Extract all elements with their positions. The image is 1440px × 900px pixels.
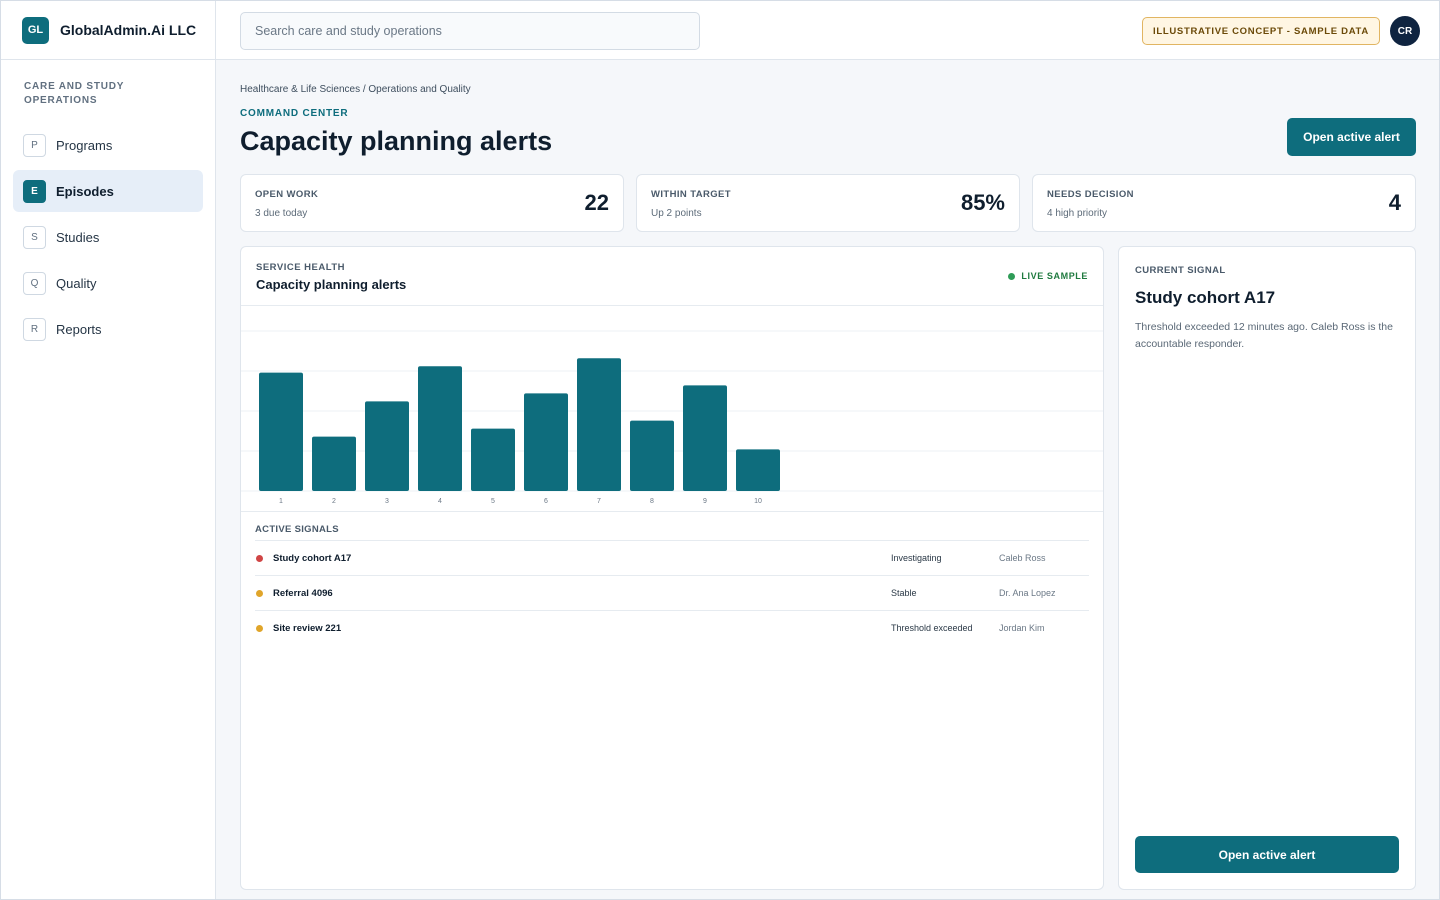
signal-status: Threshold exceeded [891,623,973,633]
chart-bar[interactable] [736,449,780,491]
signal-status: Investigating [891,553,942,563]
kpi-card-within-target: Within target Up 2 points 85% [636,174,1020,232]
chart-tick-label: 2 [332,498,336,505]
signal-status: Stable [891,588,917,598]
sample-data-badge: ILLUSTRATIVE CONCEPT - SAMPLE DATA [1142,17,1380,45]
chart-tick-label: 10 [754,498,762,505]
divider [241,511,1103,512]
open-active-alert-button[interactable]: Open active alert [1287,118,1416,156]
sidebar-item-key: E [23,179,46,203]
page-title: Capacity planning alerts [240,126,553,156]
kpi-card-open-work: Open work 3 due today 22 [240,174,624,232]
signal-owner: Jordan Kim [999,623,1045,633]
sidebar-item-episodes[interactable]: E Episodes [13,170,203,212]
live-sample-label: Live sample [1021,271,1088,281]
status-dot-icon [256,555,263,562]
kpi-label: Within target [651,189,731,200]
chart-tick-label: 5 [491,498,495,505]
kpi-value: 85% [960,190,1005,215]
signal-row[interactable]: Referral 4096 Stable Dr. Ana Lopez [255,575,1089,610]
sidebar-item-quality[interactable]: Q Quality [13,262,203,304]
signal-name: Study cohort A17 [273,553,352,564]
chart-bar[interactable] [524,393,568,491]
brand[interactable]: GL GlobalAdmin.Ai LLC [1,1,215,60]
kpi-value: 4 [1388,190,1401,215]
chart-bar[interactable] [259,372,303,491]
divider [241,305,1103,306]
kpi-label: Needs decision [1047,189,1134,200]
live-dot-icon [1008,272,1016,280]
brand-logo: GL [22,16,49,44]
signal-name: Site review 221 [273,623,342,634]
open-active-alert-side-button[interactable]: Open active alert [1135,836,1399,873]
chart-tick-label: 6 [544,498,548,505]
sidebar-item-label: Studies [56,229,100,245]
signal-owner: Dr. Ana Lopez [999,588,1056,598]
sidebar-item-key: S [23,225,46,249]
sidebar-item-label: Programs [56,137,113,153]
kpi-subtext: 3 due today [255,208,308,219]
bar-chart: 1 2 3 4 5 6 7 8 9 10 [241,330,1103,505]
status-dot-icon [256,625,263,632]
service-health-panel: Service health Capacity planning alerts … [240,246,1104,890]
chart-bar[interactable] [365,401,409,491]
sidebar-item-key: R [23,317,46,341]
side-eyebrow: Current signal [1135,265,1226,276]
chart-tick-label: 1 [279,498,283,505]
chart-bar[interactable] [418,366,462,491]
chart-tick-label: 9 [703,498,707,505]
kpi-subtext: Up 2 points [651,208,702,219]
chart-tick-label: 3 [385,498,389,505]
top-bar: ILLUSTRATIVE CONCEPT - SAMPLE DATA CR [216,1,1439,60]
sidebar-item-programs[interactable]: P Programs [13,124,203,166]
chart-bar[interactable] [312,436,356,491]
current-signal-description: Threshold exceeded 12 minutes ago. Caleb… [1135,321,1393,350]
user-avatar[interactable]: CR [1390,16,1420,46]
sidebar-item-studies[interactable]: S Studies [13,216,203,258]
sidebar-item-label: Episodes [56,183,114,199]
current-signal-card: Current signal Study cohort A17 Threshol… [1118,246,1416,890]
signal-name: Referral 4096 [273,588,333,599]
breadcrumb: Healthcare & Life Sciences / Operations … [240,84,471,95]
active-signals-title: Active signals [255,524,339,535]
live-sample-indicator: Live sample [1008,271,1088,281]
active-signals-list: Study cohort A17 Investigating Caleb Ross R… [255,540,1089,645]
sidebar-item-label: Reports [56,321,102,337]
search-input[interactable] [240,12,700,50]
signal-row[interactable]: Site review 221 Threshold exceeded Jordan … [255,610,1089,645]
current-signal-title: Study cohort A17 [1135,288,1276,307]
signal-row[interactable]: Study cohort A17 Investigating Caleb Ross [255,540,1089,575]
sidebar-item-key: Q [23,271,46,295]
chart-tick-label: 7 [597,498,601,505]
kpi-card-needs-decision: Needs decision 4 high priority 4 [1032,174,1416,232]
kpi-value: 22 [584,190,609,215]
sidebar: GL GlobalAdmin.Ai LLC Care and Study Ope… [1,1,216,899]
panel-eyebrow: Service health [256,262,345,273]
chart-bar[interactable] [630,420,674,491]
kpi-subtext: 4 high priority [1047,208,1108,219]
sidebar-item-reports[interactable]: R Reports [13,308,203,350]
status-dot-icon [256,590,263,597]
sidebar-section-title: Care and Study Operations [24,81,125,106]
brand-name: GlobalAdmin.Ai LLC [60,22,197,38]
chart-bar[interactable] [683,385,727,491]
chart-bar[interactable] [471,428,515,491]
panel-title: Capacity planning alerts [256,277,407,292]
page-eyebrow: Command Center [240,108,349,119]
chart-tick-label: 8 [650,498,654,505]
sidebar-nav: P Programs E Episodes S Studies Q Quality R Repor… [1,124,215,350]
signal-owner: Caleb Ross [999,553,1046,563]
kpi-label: Open work [255,189,319,200]
sidebar-item-label: Quality [56,275,97,291]
chart-tick-label: 4 [438,498,442,505]
chart-bar[interactable] [577,358,621,491]
sidebar-item-key: P [23,133,46,157]
